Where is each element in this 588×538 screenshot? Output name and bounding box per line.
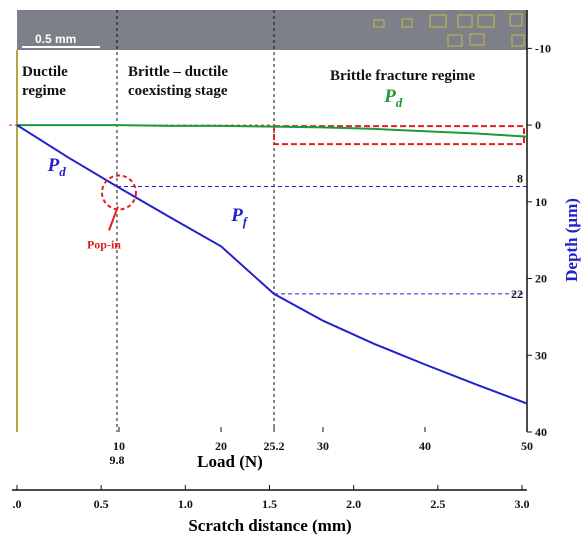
- x2-tick-label: 2.5: [430, 497, 445, 511]
- y-axis-label: Depth (μm): [562, 198, 581, 282]
- regime-label: Brittle – ductile: [128, 64, 228, 80]
- y-tick-label: 20: [535, 272, 547, 286]
- popin-circle: [100, 174, 137, 211]
- regime-label: Ductile: [22, 64, 68, 80]
- curve-label: Pd: [47, 155, 67, 179]
- x2-axis-label: Scratch distance (mm): [188, 516, 351, 535]
- curve-label-base: P: [383, 86, 396, 107]
- scale-bar-label: 0.5 mm: [35, 32, 76, 46]
- curve-label: Pd: [383, 86, 403, 110]
- y-tick-label: 30: [535, 348, 547, 362]
- x-tick-label: 40: [419, 439, 431, 453]
- y-tick-label: 40: [535, 425, 547, 439]
- curve-label-sub: f: [243, 214, 249, 229]
- y-tick-label: 0: [535, 118, 541, 132]
- x2-tick-label: .0: [13, 497, 22, 511]
- y-tick-label: -10: [535, 41, 551, 55]
- x2-tick-label: 3.0: [515, 497, 530, 511]
- x2-tick-label: 0.5: [94, 497, 109, 511]
- curve-label-sub: d: [396, 95, 403, 110]
- x-tick-label: 50: [521, 439, 533, 453]
- micrograph-features: [373, 13, 525, 47]
- curve-label-sub: d: [59, 164, 66, 179]
- regime-label: regime: [22, 83, 66, 99]
- popin-arrow: [108, 206, 119, 231]
- x-tick-label: 9.8: [109, 453, 124, 467]
- highlight-box: [273, 125, 526, 146]
- x-tick-label: 10: [113, 439, 125, 453]
- popin-label: Pop-in: [87, 237, 121, 251]
- x-axis-label: Load (N): [197, 452, 263, 471]
- regime-label: coexisting stage: [128, 83, 228, 99]
- curve-label-base: P: [47, 155, 60, 176]
- x2-tick-label: 1.0: [178, 497, 193, 511]
- curve-label: Pf: [230, 205, 249, 229]
- x-tick-label: 30: [317, 439, 329, 453]
- micrograph-strip: [17, 10, 527, 50]
- series-line: [17, 124, 528, 138]
- x2-tick-label: 2.0: [346, 497, 361, 511]
- y-tick-label: 22: [511, 287, 523, 301]
- series-line: [16, 124, 528, 405]
- x-tick-label: 20: [215, 439, 227, 453]
- x-tick-label: 25.2: [264, 439, 285, 453]
- x2-tick-label: 1.5: [262, 497, 277, 511]
- y-tick-label: 8: [517, 171, 523, 185]
- y-tick-label: 10: [535, 195, 547, 209]
- curve-label-base: P: [230, 205, 243, 226]
- regime-label: Brittle fracture regime: [330, 68, 476, 84]
